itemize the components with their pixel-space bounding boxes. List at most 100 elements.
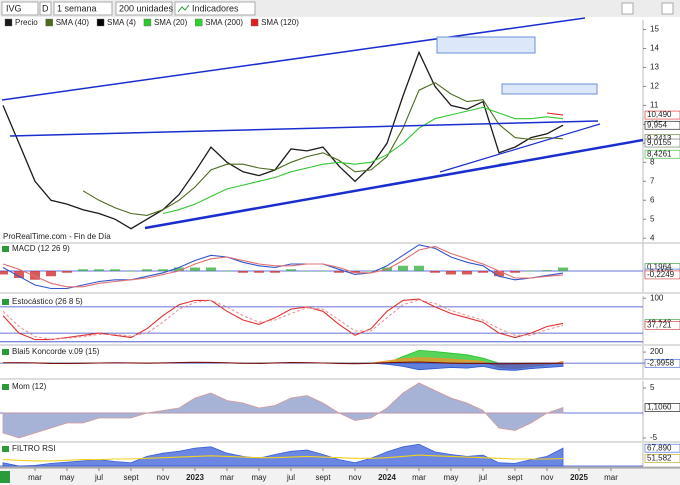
value-tag-label: 9,2413 (647, 134, 672, 143)
y-tick-label: 6 (650, 195, 655, 204)
legend-swatch (250, 18, 259, 27)
histogram-bar (446, 271, 456, 275)
legend-label: SMA (20) (154, 18, 188, 27)
x-tick-label: mar (604, 473, 618, 482)
histogram-bar (478, 271, 488, 273)
histogram-bar (366, 271, 376, 272)
area (2, 382, 564, 439)
value-tag (644, 321, 680, 330)
x-tick-label: may (443, 473, 458, 482)
x-tick-label: 2025 (570, 473, 588, 482)
value-tag-label: 9,0155 (647, 138, 672, 147)
panel-icon (2, 384, 9, 390)
x-tick-label: nov (157, 473, 170, 482)
panel-icon (2, 349, 9, 355)
x-tick-label: nov (349, 473, 362, 482)
histogram-bar (174, 267, 184, 271)
y-tick-label: 7 (650, 176, 655, 185)
y-tick-label: 4 (650, 233, 655, 242)
value-tag (644, 149, 680, 159)
x-tick-label: sept (123, 473, 139, 482)
trend-line (144, 138, 644, 230)
y-tick-label: 100 (650, 293, 664, 302)
panel-icon (2, 299, 9, 305)
value-tag (644, 443, 680, 453)
indicators-box[interactable] (174, 1, 256, 16)
zone-box (501, 83, 598, 95)
histogram-bar (254, 271, 264, 273)
value-tag-label: 51,582 (647, 454, 672, 463)
histogram-bar (222, 271, 232, 272)
period-box[interactable] (53, 1, 113, 16)
value-tag (644, 358, 680, 368)
line (2, 298, 564, 341)
legend-label: SMA (4) (107, 18, 136, 27)
x-tick-label: may (251, 473, 266, 482)
mode-box[interactable] (39, 1, 52, 16)
units[interactable]: 200 unidades (119, 3, 174, 13)
legend-label: SMA (200) (205, 18, 243, 27)
source: ProRealTime.com - Fin de Día (3, 232, 111, 241)
indicators[interactable]: Indicadores (192, 3, 239, 13)
period[interactable]: 1 semana (57, 3, 97, 13)
window-button[interactable] (621, 2, 634, 15)
units-box[interactable] (115, 1, 173, 16)
histogram-bar (14, 271, 24, 278)
legend-swatch (143, 18, 152, 27)
value-tag (644, 138, 680, 148)
trend-line (439, 123, 601, 173)
histogram-bar (494, 271, 504, 277)
drawings (1, 17, 644, 230)
value-tag-label: 9,954 (647, 120, 668, 129)
panel-title: FILTRO RSI (12, 444, 55, 453)
x-tick-label: sept (507, 473, 523, 482)
histogram-bar (206, 267, 216, 271)
x-tick-label: 2024 (378, 473, 396, 482)
value-tag-label: 67,890 (647, 443, 672, 452)
line (546, 112, 564, 116)
scroll-button[interactable] (0, 471, 10, 483)
value-tag-label: -2,9958 (647, 358, 675, 367)
legend-swatch (4, 18, 13, 27)
value-tag (644, 403, 680, 412)
histogram-bar (46, 271, 56, 277)
histogram-bar (398, 265, 408, 271)
histogram-bar (94, 269, 104, 271)
y-tick-label: 200 (650, 347, 664, 356)
y-tick-label: 14 (650, 44, 659, 53)
x-tick-label: mar (28, 473, 42, 482)
x-tick-label: 2023 (186, 473, 204, 482)
legend-swatch (96, 18, 105, 27)
histogram-bar (414, 265, 424, 271)
histogram-bar (558, 267, 568, 271)
y-tick-label: 5 (650, 383, 655, 392)
histogram-bar (542, 270, 552, 271)
trend-line (1, 17, 586, 101)
x-tick-label: jul (94, 473, 103, 482)
legend-swatch (195, 18, 203, 27)
x-tick-label: may (59, 473, 74, 482)
symbol[interactable]: IVG (6, 3, 22, 13)
close-button[interactable] (661, 2, 674, 15)
value-tag-label: 37,721 (647, 320, 672, 329)
histogram-bar (334, 271, 344, 273)
symbol-box[interactable] (1, 1, 39, 16)
histogram-bar (62, 271, 72, 273)
histogram-bar (238, 271, 248, 273)
line (82, 81, 564, 216)
panel-title: Estocástico (26 8 5) (12, 297, 83, 306)
y-tick-label: -5 (650, 433, 658, 442)
y-tick-label: 13 (650, 63, 659, 72)
histogram-bar (142, 269, 152, 271)
histogram-bar (302, 271, 312, 272)
histogram-bar (318, 271, 328, 272)
line (2, 50, 564, 230)
toolbar: IVG D 1 semana 200 unidades Indicadores (0, 0, 680, 17)
mode[interactable]: D (42, 3, 49, 13)
line (2, 299, 564, 340)
area (2, 443, 564, 467)
